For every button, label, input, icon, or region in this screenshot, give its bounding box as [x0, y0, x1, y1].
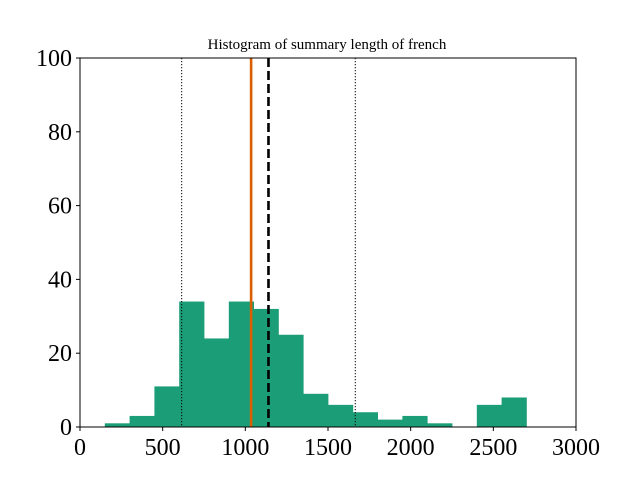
histogram-bar-12 — [402, 415, 428, 427]
plot-frame — [79, 57, 577, 428]
histogram-bar-1 — [129, 415, 155, 427]
x-tick-label: 1000 — [221, 435, 269, 461]
x-tick-label: 2500 — [469, 435, 517, 461]
histogram-bar-4 — [204, 338, 230, 427]
histogram-bar-6 — [253, 308, 279, 427]
y-axis-ticks: 0 20 40 60 80 100 — [36, 46, 80, 441]
histogram-bar-15 — [476, 404, 502, 427]
reference-lines-group — [181, 58, 356, 427]
y-tick-label: 0 — [60, 415, 72, 441]
x-axis-ticks: 0 500 1000 1500 2000 2500 3000 — [74, 427, 600, 461]
histogram-bar-11 — [377, 419, 403, 427]
histogram-bar-2 — [154, 386, 180, 427]
y-tick-label: 40 — [48, 267, 72, 293]
x-tick-label: 2000 — [387, 435, 435, 461]
histogram-bar-16 — [501, 397, 527, 427]
histogram-bar-5 — [228, 301, 254, 427]
chart-title: Histogram of summary length of french — [208, 37, 447, 53]
x-tick-label: 1500 — [304, 435, 352, 461]
x-tick-label: 3000 — [552, 435, 600, 461]
histogram-bar-10 — [352, 412, 378, 427]
histogram-bar-8 — [303, 393, 329, 427]
y-tick-label: 100 — [36, 46, 72, 72]
histogram-bar-13 — [427, 423, 453, 427]
histogram-bar-0 — [104, 423, 130, 427]
histogram-bar-7 — [278, 334, 304, 427]
x-tick-label: 0 — [74, 435, 86, 461]
y-tick-label: 60 — [48, 194, 72, 220]
histogram-bar-3 — [179, 301, 205, 427]
x-tick-label: 500 — [145, 435, 181, 461]
y-tick-label: 80 — [48, 120, 72, 146]
histogram-bar-9 — [328, 404, 354, 427]
bars-group — [104, 301, 527, 427]
y-tick-label: 20 — [48, 341, 72, 367]
